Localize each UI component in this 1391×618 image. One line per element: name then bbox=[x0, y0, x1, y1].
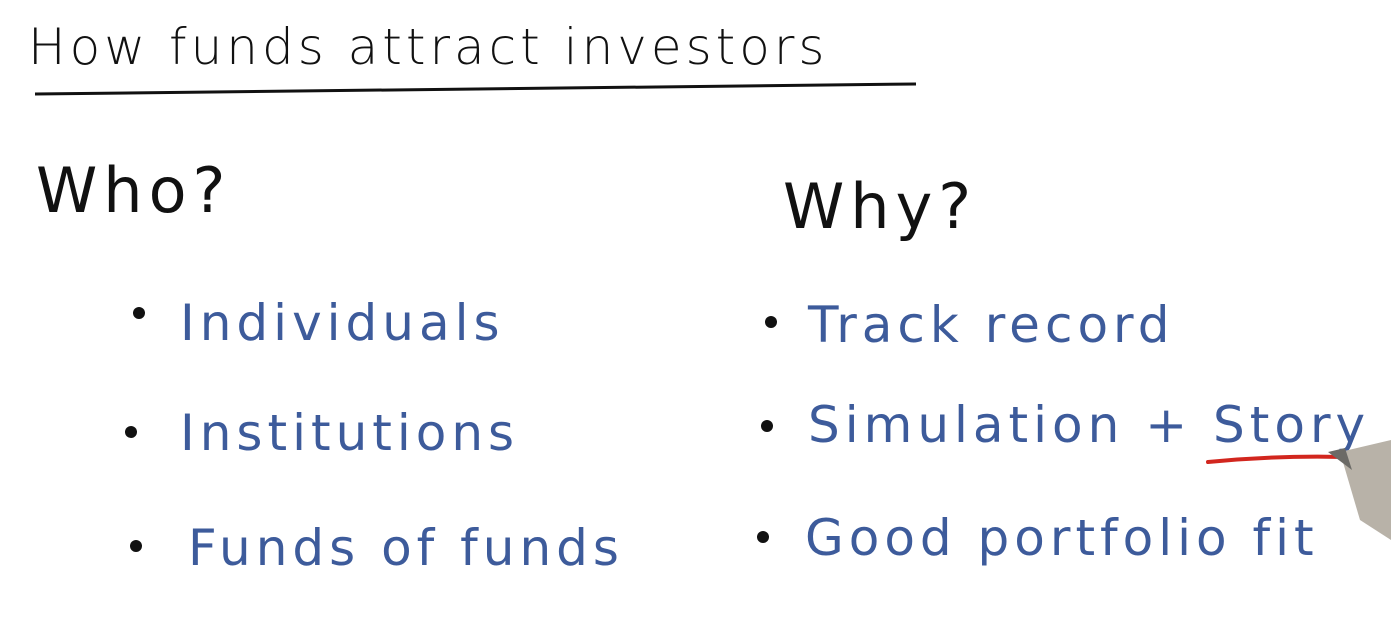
pen bbox=[1328, 440, 1391, 540]
title-underline bbox=[34, 82, 917, 96]
bullet bbox=[757, 531, 769, 543]
title: How funds attract investors bbox=[28, 18, 828, 76]
item: Individuals bbox=[180, 294, 505, 352]
bullet bbox=[125, 426, 137, 438]
item: Funds of funds bbox=[188, 519, 624, 577]
bullet bbox=[133, 307, 145, 319]
bullet bbox=[765, 316, 777, 328]
item: Track record bbox=[807, 296, 1174, 354]
column-heading: Why? bbox=[783, 170, 977, 243]
item: Simulation + Story bbox=[808, 396, 1370, 454]
bullet bbox=[130, 540, 142, 552]
item: Good portfolio fit bbox=[805, 509, 1319, 567]
bullet bbox=[761, 420, 773, 432]
item: Institutions bbox=[180, 404, 519, 462]
column-heading: Who? bbox=[36, 154, 231, 227]
